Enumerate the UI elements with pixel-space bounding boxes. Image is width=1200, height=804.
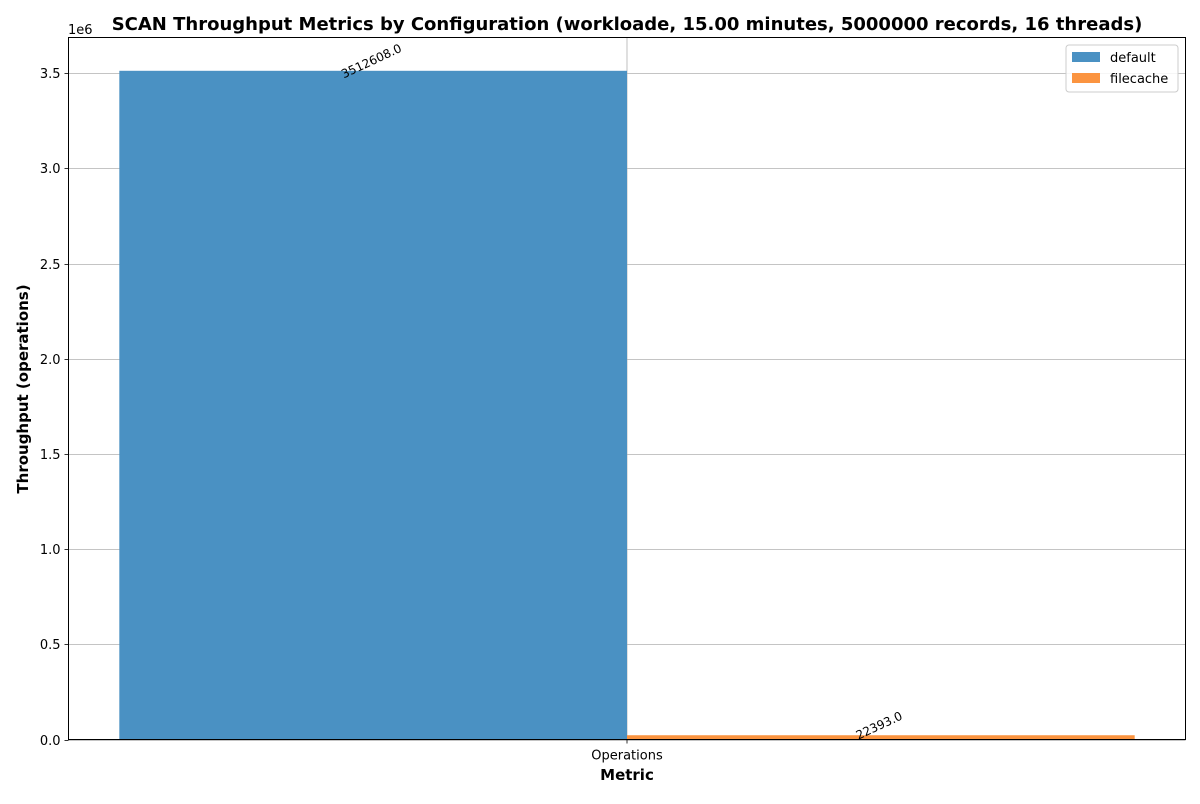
bars [119, 70, 1135, 740]
bar-default-operations [119, 70, 628, 740]
y-axis-label: Throughput (operations) [14, 284, 32, 493]
chart-title: SCAN Throughput Metrics by Configuration… [112, 14, 1143, 35]
legend-swatch-default [1072, 52, 1100, 62]
bar-filecache-operations [627, 735, 1135, 740]
x-axis-label: Metric [600, 766, 654, 784]
x-axis-ticks: Operations [591, 739, 663, 764]
legend-label-default: default [1110, 51, 1156, 66]
legend-label-filecache: filecache [1110, 72, 1168, 87]
legend-swatch-filecache [1072, 73, 1100, 83]
y-tick-label: 1.0 [40, 543, 61, 558]
y-axis-ticks: 0.0 0.5 1.0 1.5 2.0 2.5 3.0 3.5 [40, 67, 69, 749]
x-tick-label: Operations [591, 749, 663, 764]
y-tick-label: 0.0 [40, 734, 61, 749]
y-tick-label: 3.0 [40, 162, 61, 177]
y-tick-label: 3.5 [40, 67, 61, 82]
y-tick-label: 2.0 [40, 353, 61, 368]
y-axis-multiplier: 1e6 [68, 23, 93, 38]
legend: default filecache [1065, 44, 1179, 93]
y-tick-label: 0.5 [40, 638, 61, 653]
y-tick-label: 2.5 [40, 258, 61, 273]
y-tick-label: 1.5 [40, 448, 61, 463]
